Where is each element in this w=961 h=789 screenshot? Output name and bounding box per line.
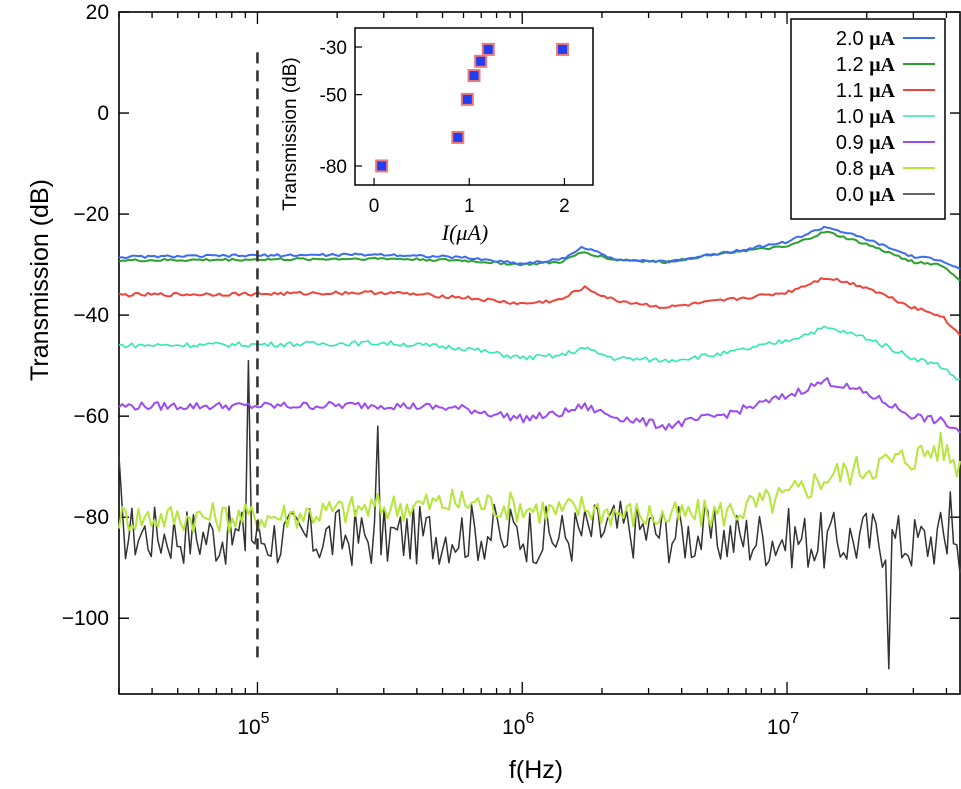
series-line-1-0 — [118, 325, 961, 381]
main-y-tick-label: −60 — [73, 405, 109, 428]
main-y-tick-label: 20 — [86, 1, 109, 24]
main-y-tick-label: −20 — [73, 203, 109, 226]
legend: 2.0 μA 1.2 μA 1.1 μA 1.0 μA 0.9 μA 0.8 μA 0.0 … — [790, 18, 946, 220]
main-y-tick-label: 0 — [97, 102, 109, 125]
legend-entry-label: 0.0 μA — [836, 184, 896, 206]
inset-data-point — [451, 130, 465, 144]
series-line-0-0 — [118, 359, 961, 670]
legend-entry-label: 0.9 μA — [836, 132, 896, 154]
inset-data-point — [460, 92, 474, 106]
series-line-1-1 — [118, 277, 961, 336]
main-x-axis: 105 106 107 — [118, 12, 948, 739]
inset-data-point — [375, 159, 389, 173]
main-y-axis-title: Transmission (dB) — [26, 179, 54, 381]
main-plot-frame — [118, 11, 961, 695]
inset-points-group — [375, 42, 570, 173]
legend-entry-label: 0.8 μA — [836, 158, 896, 180]
main-y-tick-label: −40 — [73, 304, 109, 327]
inset-data-point — [556, 42, 570, 56]
legend-entry-label: 1.2 μA — [836, 54, 896, 76]
inset-data-point — [481, 42, 495, 56]
inset-x-tick-label: 1 — [464, 196, 475, 217]
main-y-tick-label: −80 — [73, 506, 109, 529]
legend-frame — [790, 18, 946, 220]
main-x-tick-label: 106 — [502, 710, 534, 739]
main-x-tick-label: 105 — [237, 710, 269, 739]
inset-data-point — [467, 69, 481, 83]
main-series-group — [118, 225, 961, 670]
legend-entry-label: 1.1 μA — [836, 80, 896, 102]
inset-axes: 0 1 2 -30 -50 -80 — [320, 38, 570, 217]
inset-y-tick-label: -30 — [320, 38, 347, 59]
series-line-0-8 — [118, 431, 961, 534]
inset-frame — [354, 27, 594, 186]
main-y-axis: 200−20−40−60−80−100 — [62, 1, 960, 630]
inset-chart: 0 1 2 -30 -50 -80 Transmission (dB) I(μA) — [280, 27, 594, 245]
inset-x-tick-label: 0 — [369, 196, 380, 217]
series-line-2-0 — [118, 225, 961, 270]
legend-entry-label: 2.0 μA — [836, 28, 896, 50]
inset-y-axis-title: Transmission (dB) — [280, 57, 301, 210]
main-x-axis-title: f(Hz) — [509, 756, 563, 784]
inset-x-axis-title: I(μA) — [441, 220, 488, 245]
series-line-0-9 — [118, 377, 961, 434]
inset-y-tick-label: -80 — [320, 157, 347, 178]
inset-data-point — [474, 54, 488, 68]
inset-x-tick-label: 2 — [559, 196, 570, 217]
main-x-tick-label: 107 — [767, 710, 799, 739]
main-y-tick-label: −100 — [62, 607, 109, 630]
series-line-1-2 — [118, 230, 961, 282]
legend-entry-label: 1.0 μA — [836, 106, 896, 128]
inset-y-tick-label: -50 — [320, 86, 347, 107]
